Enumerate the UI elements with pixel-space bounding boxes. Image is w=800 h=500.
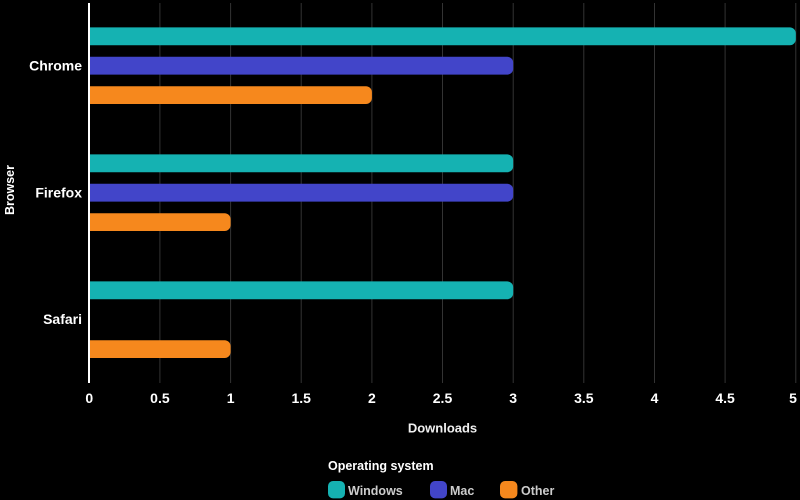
svg-text:Operating system: Operating system: [328, 459, 434, 473]
svg-text:4.5: 4.5: [715, 390, 735, 406]
svg-text:Other: Other: [521, 484, 554, 498]
svg-text:4: 4: [651, 390, 659, 406]
svg-text:1: 1: [227, 390, 235, 406]
svg-text:3: 3: [509, 390, 517, 406]
svg-text:0.5: 0.5: [150, 390, 170, 406]
svg-text:Safari: Safari: [43, 311, 82, 327]
svg-text:2: 2: [368, 390, 376, 406]
svg-text:Browser: Browser: [3, 165, 17, 215]
svg-text:5: 5: [789, 390, 797, 406]
svg-text:0: 0: [85, 390, 93, 406]
svg-text:2.5: 2.5: [433, 390, 453, 406]
svg-text:Chrome: Chrome: [29, 57, 82, 73]
svg-text:3.5: 3.5: [574, 390, 594, 406]
svg-text:Firefox: Firefox: [35, 184, 82, 200]
svg-text:1.5: 1.5: [291, 390, 311, 406]
svg-text:Mac: Mac: [450, 484, 474, 498]
svg-text:Windows: Windows: [348, 484, 403, 498]
svg-text:Downloads: Downloads: [408, 421, 477, 436]
